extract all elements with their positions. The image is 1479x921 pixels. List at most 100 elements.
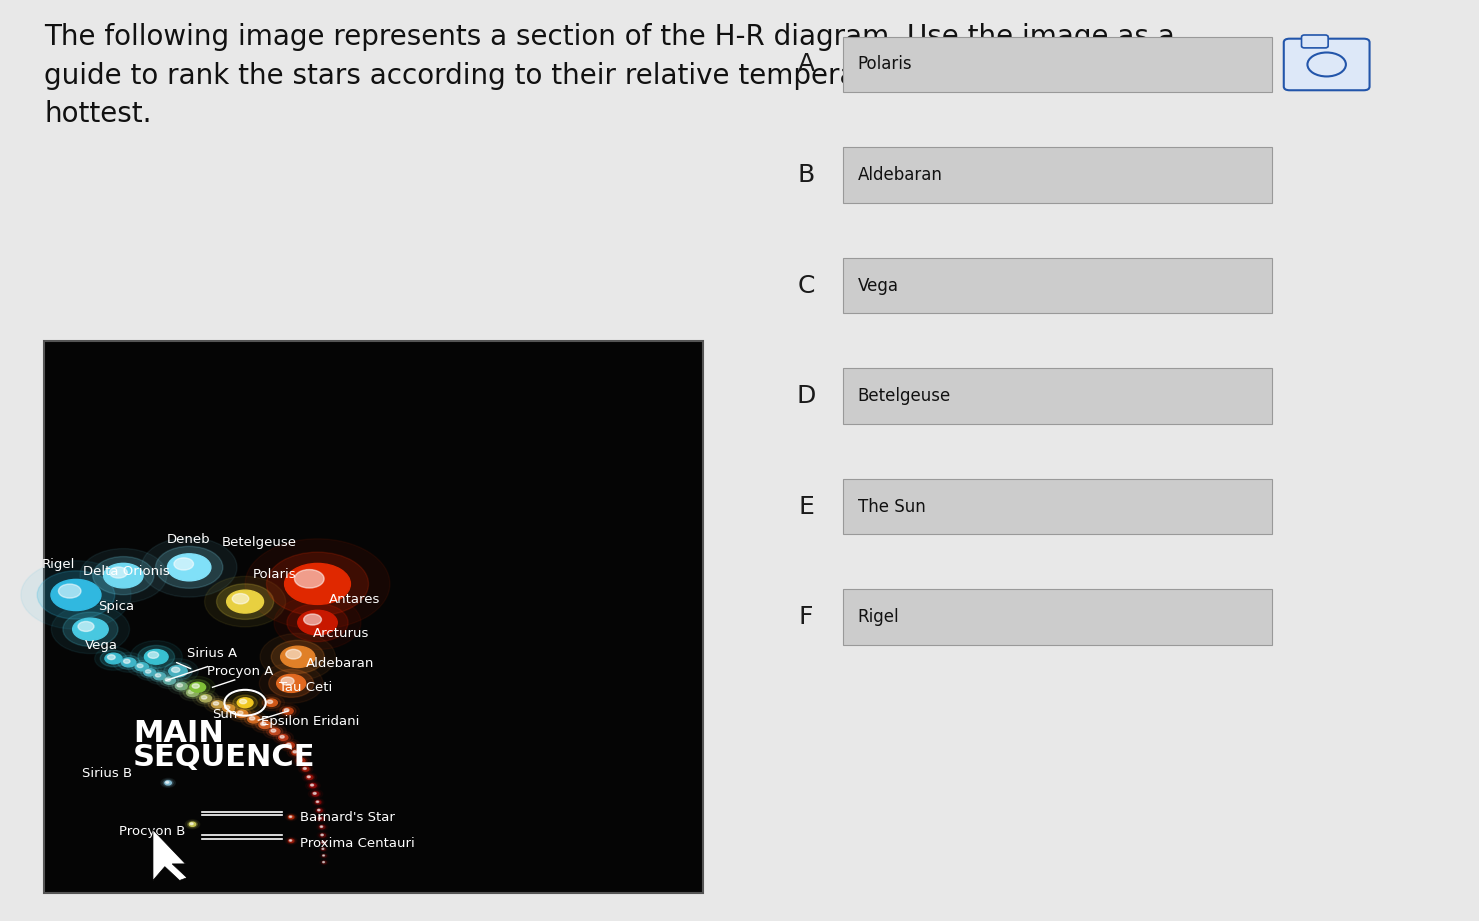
- Text: guide to rank the stars according to their relative temperatures, from coolest t: guide to rank the stars according to the…: [44, 62, 1155, 89]
- Circle shape: [192, 690, 219, 706]
- Text: Rigel: Rigel: [41, 558, 75, 571]
- Text: Procyon A: Procyon A: [207, 665, 274, 678]
- Circle shape: [138, 646, 175, 669]
- Circle shape: [277, 733, 290, 742]
- Circle shape: [319, 818, 321, 819]
- Circle shape: [93, 556, 154, 595]
- Circle shape: [297, 758, 305, 764]
- Circle shape: [280, 736, 284, 738]
- Circle shape: [282, 740, 297, 750]
- Circle shape: [271, 640, 324, 673]
- Circle shape: [314, 792, 317, 794]
- Circle shape: [50, 579, 101, 611]
- Circle shape: [321, 860, 327, 864]
- Circle shape: [157, 672, 182, 689]
- Text: Delta Orionis: Delta Orionis: [83, 565, 170, 578]
- Circle shape: [188, 822, 198, 827]
- Text: Spica: Spica: [98, 600, 135, 612]
- Circle shape: [240, 699, 247, 704]
- Text: Epsilon Eridani: Epsilon Eridani: [262, 715, 359, 728]
- FancyBboxPatch shape: [843, 368, 1272, 424]
- Circle shape: [213, 702, 219, 705]
- Circle shape: [282, 707, 293, 715]
- Circle shape: [278, 735, 288, 740]
- Circle shape: [235, 710, 248, 717]
- Circle shape: [318, 824, 327, 830]
- Circle shape: [312, 799, 324, 806]
- Circle shape: [146, 668, 173, 684]
- Circle shape: [260, 634, 336, 681]
- Circle shape: [294, 757, 308, 764]
- Circle shape: [72, 618, 108, 640]
- Text: Aldebaran: Aldebaran: [306, 657, 374, 670]
- FancyBboxPatch shape: [1284, 39, 1370, 90]
- Circle shape: [290, 749, 302, 756]
- Circle shape: [186, 689, 198, 696]
- Circle shape: [136, 664, 163, 681]
- Circle shape: [191, 822, 194, 824]
- Circle shape: [138, 664, 143, 668]
- Circle shape: [232, 695, 257, 710]
- Circle shape: [297, 611, 337, 635]
- Text: Rigel: Rigel: [858, 608, 899, 626]
- Circle shape: [169, 666, 188, 677]
- Circle shape: [319, 859, 328, 865]
- Circle shape: [321, 841, 325, 844]
- Text: SEQUENCE: SEQUENCE: [133, 743, 315, 773]
- Circle shape: [108, 655, 115, 659]
- Text: Betelgeuse: Betelgeuse: [222, 536, 296, 549]
- Text: Vega: Vega: [86, 639, 118, 652]
- Text: E: E: [799, 495, 813, 519]
- Text: Barnard's Star: Barnard's Star: [300, 811, 395, 824]
- Circle shape: [172, 681, 191, 692]
- Circle shape: [232, 708, 251, 719]
- Circle shape: [262, 697, 281, 708]
- Circle shape: [285, 813, 297, 821]
- Circle shape: [319, 853, 328, 858]
- Circle shape: [244, 714, 263, 725]
- Circle shape: [315, 808, 324, 813]
- Circle shape: [312, 792, 319, 796]
- Circle shape: [271, 729, 275, 732]
- Bar: [44, 341, 703, 893]
- Circle shape: [21, 561, 132, 629]
- Circle shape: [268, 700, 272, 704]
- Text: hottest.: hottest.: [44, 100, 152, 128]
- Circle shape: [105, 653, 123, 664]
- Text: Sirius B: Sirius B: [83, 767, 133, 780]
- Circle shape: [322, 842, 324, 843]
- Circle shape: [319, 825, 325, 829]
- Circle shape: [263, 724, 287, 739]
- Circle shape: [229, 705, 254, 722]
- Circle shape: [317, 816, 325, 822]
- Circle shape: [299, 759, 302, 762]
- Circle shape: [200, 694, 211, 702]
- Circle shape: [228, 692, 262, 714]
- Circle shape: [277, 704, 299, 718]
- Circle shape: [287, 814, 296, 820]
- Circle shape: [260, 722, 266, 726]
- Circle shape: [269, 729, 280, 735]
- Circle shape: [211, 701, 223, 708]
- Circle shape: [183, 687, 201, 698]
- Circle shape: [287, 743, 291, 746]
- Circle shape: [317, 801, 318, 802]
- Circle shape: [287, 603, 348, 642]
- Text: Procyon B: Procyon B: [118, 825, 185, 838]
- Circle shape: [179, 684, 206, 701]
- FancyBboxPatch shape: [843, 147, 1272, 203]
- Circle shape: [321, 847, 327, 851]
- Circle shape: [154, 672, 166, 680]
- Circle shape: [300, 766, 311, 772]
- Circle shape: [290, 816, 291, 818]
- Circle shape: [225, 705, 229, 709]
- Text: Arcturus: Arcturus: [312, 627, 368, 640]
- Text: Tau Ceti: Tau Ceti: [280, 681, 333, 694]
- Circle shape: [314, 799, 322, 805]
- Circle shape: [318, 817, 324, 821]
- Circle shape: [59, 584, 81, 598]
- Circle shape: [284, 564, 351, 604]
- Circle shape: [321, 826, 322, 827]
- Circle shape: [155, 673, 161, 677]
- Circle shape: [317, 809, 322, 812]
